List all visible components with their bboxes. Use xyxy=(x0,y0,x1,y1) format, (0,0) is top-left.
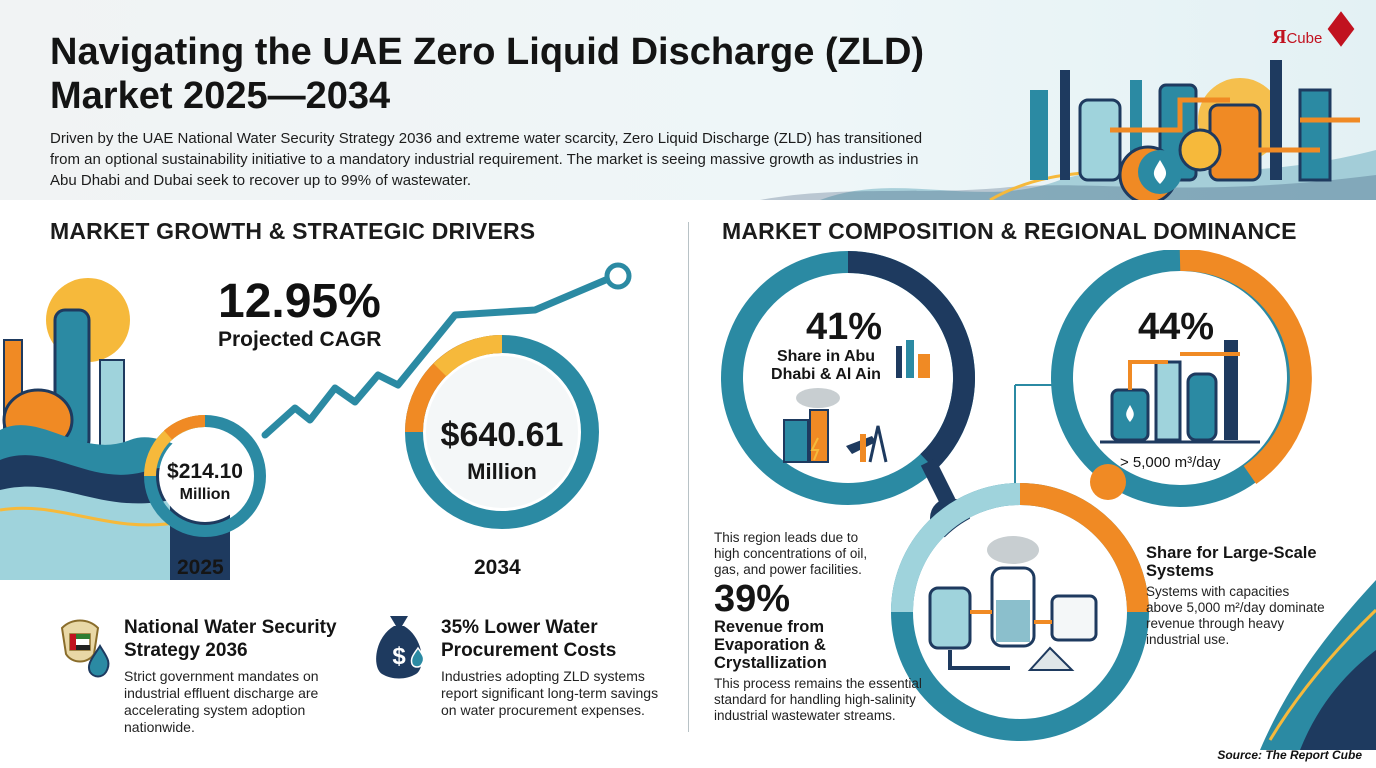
money-bag-dollar-icon: $ xyxy=(376,616,425,679)
header-banner: Navigating the UAE Zero Liquid Discharge… xyxy=(0,0,1376,200)
unit-2025: Million xyxy=(179,486,231,503)
left-section-title: MARKET GROWTH & STRATEGIC DRIVERS xyxy=(50,218,536,244)
value-2025-block: $214.10 Million xyxy=(158,460,252,504)
large-scale-share-value: 44% xyxy=(1138,306,1215,348)
title-line-1: Navigating the UAE Zero Liquid Discharge… xyxy=(50,31,925,73)
title-line-2: Market 2025—2034 xyxy=(50,75,391,117)
logo-cube-icon xyxy=(1327,11,1355,47)
large-scale-capacity: > 5,000 m³/day xyxy=(1120,454,1221,471)
large-scale-title: Share for Large-Scale Systems xyxy=(1146,544,1317,580)
growth-illustration xyxy=(0,262,632,580)
year-2034: 2034 xyxy=(474,556,521,579)
year-2025: 2025 xyxy=(177,556,224,579)
driver-2-text: Industries adopting ZLD systems report s… xyxy=(441,668,659,718)
abu-dhabi-share-value: 41% xyxy=(806,306,883,348)
cagr-label: Projected CAGR xyxy=(218,328,382,351)
svg-text:$: $ xyxy=(392,643,406,670)
logo-mark: Я xyxy=(1272,26,1287,48)
logo-text: Cube xyxy=(1286,30,1323,47)
cagr-value: 12.95% xyxy=(218,275,381,328)
driver-1-text: Strict government mandates on industrial… xyxy=(124,668,319,735)
driver-2-title: 35% Lower Water Procurement Costs xyxy=(441,617,617,661)
value-2034: $640.61 xyxy=(440,416,564,454)
section-divider xyxy=(688,222,689,732)
uae-emblem-water-drop-icon xyxy=(60,619,110,678)
evaporation-description: This process remains the essential stand… xyxy=(714,676,922,723)
abu-dhabi-description: This region leads due to high concentrat… xyxy=(714,530,868,577)
driver-1-title: National Water Security Strategy 2036 xyxy=(124,617,337,661)
large-scale-description: Systems with capacities above 5,000 m²/d… xyxy=(1146,584,1325,647)
value-2034-block: $640.61 Million xyxy=(420,416,584,485)
brand-logo[interactable]: ЯCube xyxy=(1272,26,1322,49)
source-credit: Source: The Report Cube xyxy=(1217,748,1362,762)
refinery-illustration xyxy=(760,60,1376,200)
right-section-title: MARKET COMPOSITION & REGIONAL DOMINANCE xyxy=(722,218,1297,244)
abu-dhabi-share-label: Share in Abu Dhabi & Al Ain xyxy=(771,348,881,383)
evaporation-share-value: 39% xyxy=(714,578,791,620)
page-title: Navigating the UAE Zero Liquid Discharge… xyxy=(50,30,1030,118)
unit-2034: Million xyxy=(467,459,537,484)
value-2025: $214.10 xyxy=(167,460,243,483)
composition-rings-illustration xyxy=(721,250,1376,750)
page-subtitle: Driven by the UAE National Water Securit… xyxy=(50,130,923,189)
evaporation-title: Revenue from Evaporation & Crystallizati… xyxy=(714,618,827,672)
